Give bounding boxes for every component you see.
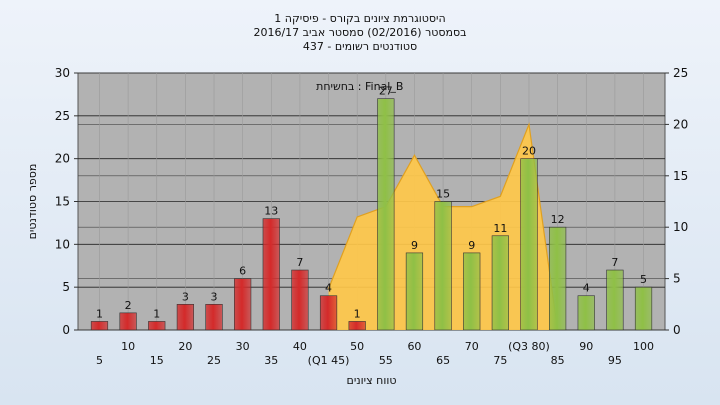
bar-value-label: 27	[379, 85, 393, 98]
x-tick-label: 95	[608, 354, 622, 367]
bar	[176, 303, 194, 331]
bar	[262, 218, 280, 331]
bar	[148, 321, 166, 331]
bar-value-label: 9	[411, 239, 418, 252]
x-tick-label: 20	[178, 340, 192, 353]
y-tick-label: 5	[62, 280, 70, 294]
bar	[234, 278, 252, 331]
chart-title-line-1: היסטוגרמת ציונים בקורס - פיסיקה 1	[274, 12, 445, 25]
bar	[119, 312, 137, 331]
bar-value-label: 15	[436, 188, 450, 201]
y-tick-label: 20	[55, 152, 70, 166]
y-tick-label: 30	[55, 66, 70, 80]
bar-value-label: 1	[96, 307, 103, 320]
x-tick-label: 90	[579, 340, 593, 353]
x-tick-label: (Q1 45)	[308, 354, 350, 367]
x-tick-label: 15	[150, 354, 164, 367]
bar-value-label: 1	[153, 307, 160, 320]
bar	[405, 252, 424, 331]
bar	[577, 295, 595, 331]
bar-value-label: 4	[325, 282, 332, 295]
axes: 0510152025300510152025510152025303540(Q1…	[55, 66, 689, 367]
y2-tick-label: 5	[673, 272, 681, 286]
bar-value-label: 20	[522, 145, 536, 158]
bar-series	[90, 98, 653, 331]
x-tick-label: 5	[96, 354, 103, 367]
x-tick-label: 60	[407, 340, 421, 353]
y2-tick-label: 0	[673, 323, 681, 337]
x-tick-label: 85	[551, 354, 565, 367]
y2-tick-label: 15	[673, 169, 688, 183]
bar	[434, 201, 452, 331]
bar	[491, 235, 509, 331]
x-tick-label: 70	[465, 340, 479, 353]
bar	[463, 252, 481, 331]
bar	[319, 295, 338, 331]
bar	[291, 269, 309, 331]
y2-tick-label: 25	[673, 66, 688, 80]
y-tick-label: 25	[55, 109, 70, 123]
bar-value-label: 7	[611, 256, 618, 269]
bar-value-label: 9	[468, 239, 475, 252]
x-tick-label: 55	[379, 354, 393, 367]
bar-value-label: 1	[354, 307, 361, 320]
x-tick-label: 30	[236, 340, 250, 353]
bar-value-label: 3	[182, 290, 189, 303]
chart-annotation: בחשיחת : Final_B	[316, 80, 403, 93]
bar-value-label: 11	[493, 222, 507, 235]
y-tick-label: 15	[55, 195, 70, 209]
x-tick-label: 35	[264, 354, 278, 367]
bar	[377, 98, 395, 331]
bar	[520, 158, 538, 331]
x-tick-label: 75	[493, 354, 507, 367]
bar-value-label: 4	[583, 282, 590, 295]
bar-value-label: 13	[264, 205, 278, 218]
bar-value-label: 6	[239, 265, 246, 278]
bar	[90, 321, 109, 331]
bar-value-label: 5	[640, 273, 647, 286]
x-tick-label: 50	[350, 340, 364, 353]
chart-title-line-2: בסמסטר (02/2016) סמסטר אביב 2016/17	[253, 26, 466, 39]
y2-tick-label: 10	[673, 220, 688, 234]
bar-value-label: 12	[551, 213, 565, 226]
bar	[348, 321, 366, 331]
x-tick-label: (Q3 80)	[508, 340, 550, 353]
x-tick-label: 25	[207, 354, 221, 367]
bar-value-label: 2	[125, 299, 132, 312]
x-tick-label: 100	[633, 340, 654, 353]
y-tick-label: 0	[62, 323, 70, 337]
bar	[205, 303, 223, 331]
chart-title-line-3: סטודנטים רשומים - 437	[303, 40, 417, 53]
bar	[549, 226, 567, 331]
bar-value-label: 7	[296, 256, 303, 269]
y-axis-label: מספר סטודנטים	[26, 164, 39, 240]
x-tick-label: 10	[121, 340, 135, 353]
bar-value-label: 3	[211, 290, 218, 303]
x-tick-label: 40	[293, 340, 307, 353]
y-tick-label: 10	[55, 237, 70, 251]
bar	[606, 269, 624, 331]
x-axis-label: טווח ציונים	[347, 374, 397, 387]
y2-tick-label: 20	[673, 117, 688, 131]
bar	[634, 286, 653, 331]
x-tick-label: 65	[436, 354, 450, 367]
